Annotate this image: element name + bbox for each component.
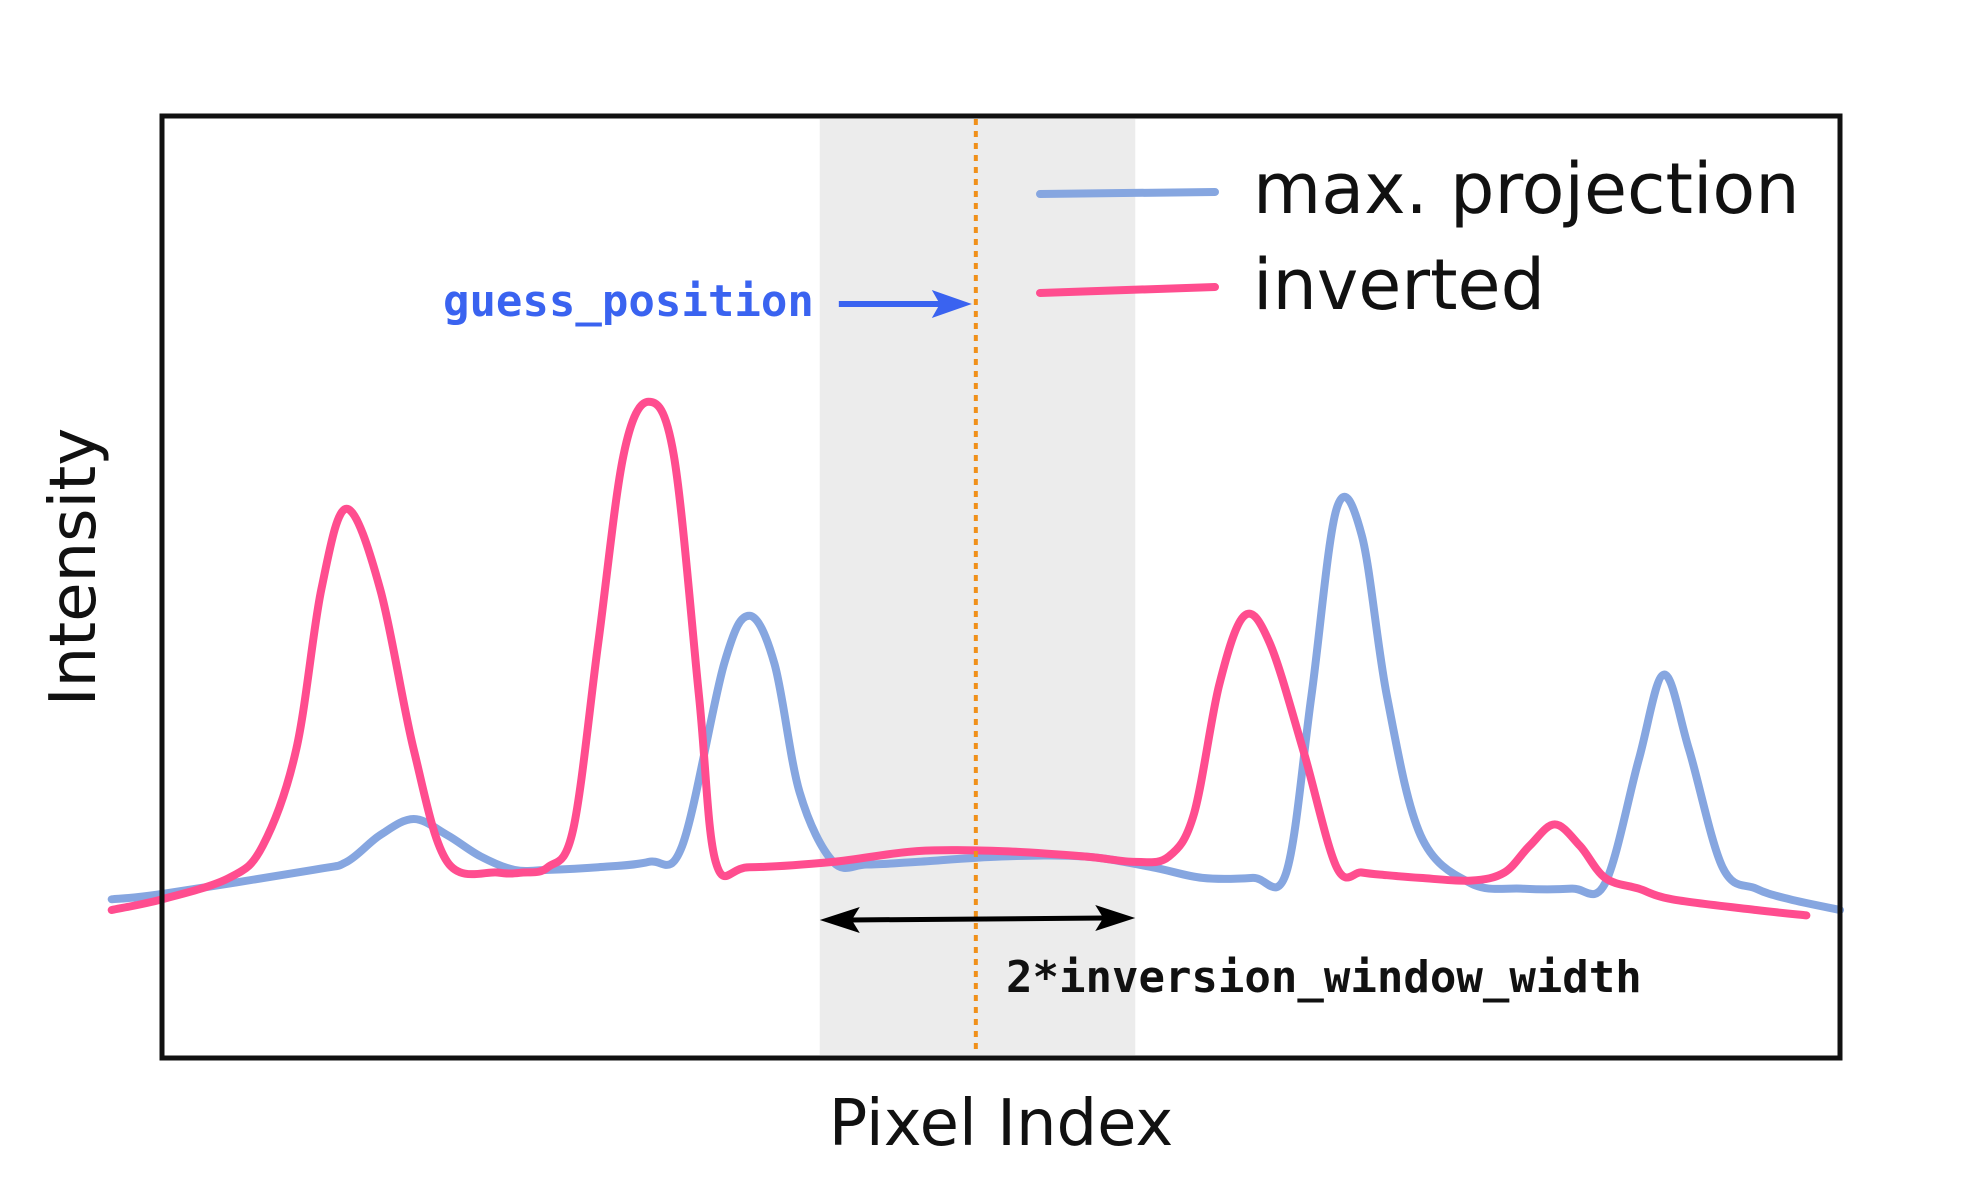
window-arrow-head-right: [1095, 905, 1136, 931]
window-arrow-head-left: [819, 907, 860, 933]
plot-frame: [159, 113, 1843, 1061]
legend-label-inverted: inverted: [1253, 244, 1545, 326]
x-axis-label: Pixel Index: [829, 1087, 1174, 1161]
guess-position-label: guess_position: [443, 276, 814, 327]
legend-swatch-max-projection: [1036, 188, 1219, 198]
series-line-inverted: [107, 397, 1811, 920]
window-width-arrow: [849, 915, 1106, 923]
legend-label-max-projection: max. projection: [1253, 148, 1800, 230]
y-axis-label: Intensity: [37, 428, 111, 707]
guess-position-arrow-head: [931, 290, 972, 318]
window-width-label: 2*inversion_window_width: [1006, 952, 1642, 1003]
legend-swatch-inverted: [1036, 283, 1219, 297]
